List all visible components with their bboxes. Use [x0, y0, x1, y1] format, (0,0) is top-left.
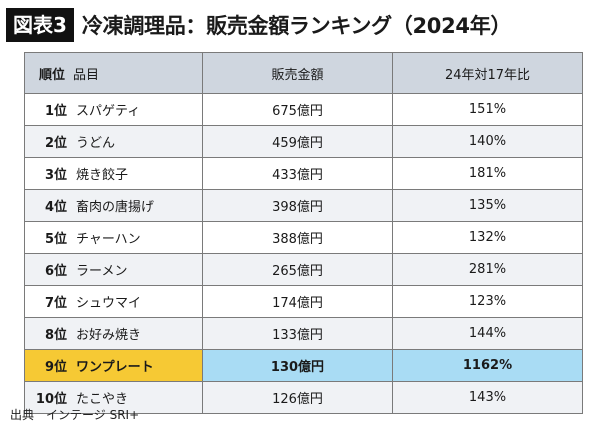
- table-row: 6位 ラーメン 265億円 281%: [24, 253, 583, 286]
- figure-label: 図表3: [6, 8, 74, 42]
- rank-label: 3位: [44, 168, 67, 183]
- item-name: チャーハン: [76, 232, 141, 247]
- ratio-cell: 151%: [392, 93, 583, 126]
- table-row: 1位 スパゲティ 675億円 151%: [24, 93, 583, 126]
- header-rank-item: 順位 品目: [24, 52, 203, 94]
- page-title: 冷凍調理品：販売金額ランキング（2024年）: [81, 14, 512, 38]
- sales-cell: 433億円: [202, 157, 393, 190]
- table-row: 7位 シュウマイ 174億円 123%: [24, 285, 583, 318]
- rank-item-cell: 1位 スパゲティ: [24, 93, 203, 126]
- item-name: 焼き餃子: [76, 168, 129, 183]
- ratio-cell: 143%: [392, 381, 583, 414]
- sales-cell: 126億円: [202, 381, 393, 414]
- table-row: 5位 チャーハン 388億円 132%: [24, 221, 583, 254]
- table-body: 1位 スパゲティ 675億円 151% 2位 うどん 459億円 140% 3位 焼き餃子 433億…: [24, 93, 583, 414]
- sales-cell: 459億円: [202, 125, 393, 158]
- ratio-cell: 181%: [392, 157, 583, 190]
- table-row: 9位 ワンプレート 130億円 1162%: [24, 349, 583, 382]
- table-header: 順位 品目 販売金額 24年対17年比: [24, 52, 583, 94]
- rank-label: 9位: [44, 360, 67, 375]
- header-ratio: 24年対17年比: [392, 52, 583, 94]
- ratio-cell: 140%: [392, 125, 583, 158]
- rank-item-cell: 10位 たこやき: [24, 381, 203, 414]
- rank-item-cell: 7位 シュウマイ: [24, 285, 203, 318]
- table-row: 4位 畜肉の唐揚げ 398億円 135%: [24, 189, 583, 222]
- rank-label: 7位: [44, 296, 67, 311]
- sales-cell: 130億円: [202, 349, 393, 382]
- header-rank: 順位: [39, 67, 66, 83]
- item-name: シュウマイ: [76, 296, 142, 311]
- item-name: たこやき: [76, 392, 129, 407]
- ratio-cell: 281%: [392, 253, 583, 286]
- sales-cell: 675億円: [202, 93, 393, 126]
- rank-label: 2位: [44, 136, 67, 151]
- item-name: うどん: [76, 136, 116, 151]
- rank-item-cell: 3位 焼き餃子: [24, 157, 203, 190]
- sales-cell: 388億円: [202, 221, 393, 254]
- title-bar: 図表3 冷凍調理品：販売金額ランキング（2024年）: [6, 8, 511, 42]
- item-name: お好み焼き: [76, 328, 142, 343]
- item-name: 畜肉の唐揚げ: [76, 200, 155, 215]
- table-row: 3位 焼き餃子 433億円 181%: [24, 157, 583, 190]
- rank-item-cell: 5位 チャーハン: [24, 221, 203, 254]
- header-item: 品目: [73, 67, 100, 83]
- table-row: 10位 たこやき 126億円 143%: [24, 381, 583, 414]
- rank-item-cell: 2位 うどん: [24, 125, 203, 158]
- ratio-cell: 135%: [392, 189, 583, 222]
- ratio-cell: 123%: [392, 285, 583, 318]
- item-name: スパゲティ: [76, 104, 141, 119]
- table-row: 8位 お好み焼き 133億円 144%: [24, 317, 583, 350]
- sales-cell: 174億円: [202, 285, 393, 318]
- rank-label: 4位: [44, 200, 67, 215]
- sales-cell: 133億円: [202, 317, 393, 350]
- item-name: ラーメン: [76, 264, 128, 279]
- sales-cell: 398億円: [202, 189, 393, 222]
- rank-label: 10位: [35, 392, 67, 407]
- rank-item-cell: 6位 ラーメン: [24, 253, 203, 286]
- rank-label: 5位: [44, 232, 67, 247]
- ratio-cell: 1162%: [392, 349, 583, 382]
- item-name: ワンプレート: [76, 360, 154, 375]
- header-sales: 販売金額: [202, 52, 393, 94]
- rank-label: 8位: [44, 328, 67, 343]
- rank-item-cell: 4位 畜肉の唐揚げ: [24, 189, 203, 222]
- ratio-cell: 144%: [392, 317, 583, 350]
- source-note: 出典 インテージ SRI+: [10, 408, 140, 422]
- rank-label: 6位: [44, 264, 67, 279]
- sales-cell: 265億円: [202, 253, 393, 286]
- table-row: 2位 うどん 459億円 140%: [24, 125, 583, 158]
- rank-item-cell: 8位 お好み焼き: [24, 317, 203, 350]
- header-row: 順位 品目 販売金額 24年対17年比: [24, 52, 583, 94]
- rank-label: 1位: [44, 104, 67, 119]
- ratio-cell: 132%: [392, 221, 583, 254]
- ranking-table: 順位 品目 販売金額 24年対17年比 1位 スパゲティ 675億円 151% 2位 うどん…: [24, 52, 583, 414]
- rank-item-cell: 9位 ワンプレート: [24, 349, 203, 382]
